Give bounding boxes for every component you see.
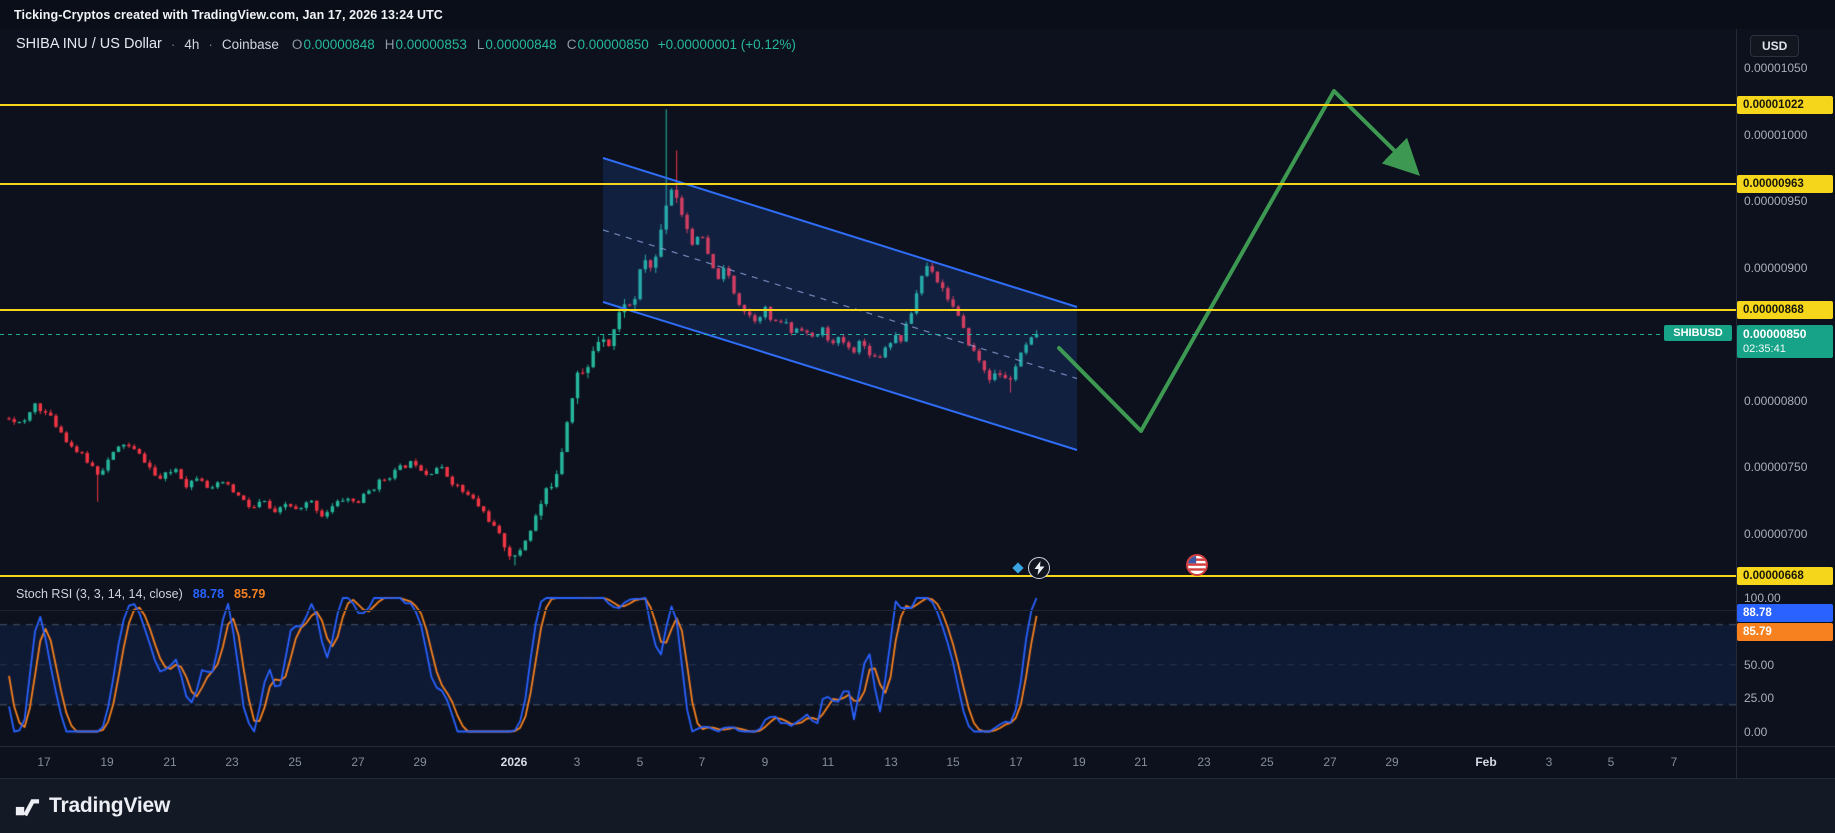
legend-separator: · [170, 36, 176, 52]
price-scale-tick: 0.00000800 [1744, 393, 1808, 408]
level-price-badge: 0.00000963 [1737, 174, 1833, 193]
low-label: L [476, 36, 485, 52]
stoch-rsi-legend: Stoch RSI (3, 3, 14, 14, close) 88.78 85… [16, 587, 265, 601]
time-axis-label: 17 [37, 755, 51, 769]
symbol-legend: SHIBA INU / US Dollar · 4h · Coinbase O0… [16, 36, 796, 52]
exchange-label[interactable]: Coinbase [221, 36, 279, 52]
level-price-badge: 0.00000668 [1737, 567, 1833, 586]
chart-pane[interactable]: SHIBA INU / US Dollar · 4h · Coinbase O0… [0, 29, 1736, 746]
time-axis-label: 25 [1260, 755, 1274, 769]
price-scale-tick: 0.00000900 [1744, 260, 1808, 275]
legend-separator: · [208, 36, 213, 52]
time-axis-label: 29 [1385, 755, 1399, 769]
price-scale-tick: 0.00001050 [1744, 61, 1808, 75]
indicator-scale-tick: 0.00 [1744, 724, 1768, 739]
time-axis-label: 15 [946, 755, 960, 769]
open-value: 0.00000848 [303, 36, 375, 52]
indicator-scale-tick: 25.00 [1744, 691, 1775, 706]
open-label: O [291, 36, 303, 52]
indicator-title[interactable]: Stoch RSI (3, 3, 14, 14, close) [16, 587, 183, 601]
high-label: H [384, 36, 395, 52]
pane-separator[interactable] [0, 610, 1736, 611]
time-axis-label: 19 [100, 755, 114, 769]
time-axis-label: Feb [1475, 755, 1497, 769]
us-flag-glyph [1188, 556, 1206, 571]
symbol-price-tag: SHIBUSD [1664, 325, 1732, 342]
indicator-scale-tick: 100.00 [1744, 591, 1781, 605]
time-axis-label: 25 [288, 755, 302, 769]
time-axis-label: 23 [225, 755, 239, 769]
attribution-text: Ticking-Cryptos created with TradingView… [14, 7, 443, 22]
close-value: 0.00000850 [577, 36, 649, 52]
tradingview-wordmark: TradingView [49, 794, 171, 817]
time-axis-label: 5 [1607, 755, 1615, 769]
time-axis-label: 13 [884, 755, 898, 769]
price-scale-tick: 0.00000750 [1744, 460, 1808, 475]
time-axis-label: 2026 [500, 755, 528, 769]
scale-separator [1736, 29, 1737, 778]
price-scale-tick: 0.00001000 [1744, 127, 1808, 142]
stoch-k-badge: 88.78 [1737, 603, 1833, 622]
indicator-scale-tick: 50.00 [1744, 657, 1775, 672]
last-price-value: 0.00000850 [1743, 327, 1807, 342]
us-economic-event-icon[interactable] [1186, 554, 1208, 576]
time-axis-label: 3 [1545, 755, 1553, 769]
interval-label[interactable]: 4h [184, 36, 200, 52]
currency-toggle-button[interactable]: USD [1750, 35, 1800, 57]
time-axis-label: 21 [163, 755, 177, 769]
channel-mid-line[interactable] [602, 229, 1078, 380]
bottom-brand-bar: TradingView [0, 778, 1835, 833]
tradingview-logo-icon [15, 799, 40, 817]
time-axis-label: 11 [821, 755, 835, 769]
price-scale-tick: 0.00000700 [1744, 526, 1808, 541]
time-axis-label: 7 [1670, 755, 1678, 769]
stoch-d-value: 85.79 [234, 587, 266, 601]
ohlc-values: O0.00000848 H0.00000853 L0.00000848 C0.0… [292, 37, 649, 52]
channel-lower-line[interactable] [602, 301, 1078, 451]
time-axis-label: 23 [1197, 755, 1211, 769]
stoch-d-badge: 85.79 [1737, 622, 1833, 641]
time-axis-label: 5 [636, 755, 644, 769]
stoch-k-value: 88.78 [192, 587, 225, 601]
close-label: C [566, 36, 577, 52]
price-change: +0.00000001 (+0.12%) [657, 36, 796, 52]
high-value: 0.00000853 [395, 36, 467, 52]
lightning-glyph [1034, 561, 1044, 575]
chart-drawings-layer[interactable] [0, 29, 1736, 746]
time-axis-label: 3 [573, 755, 581, 769]
time-axis-label: 29 [413, 755, 427, 769]
price-chart-canvas[interactable] [0, 29, 1736, 746]
time-axis-label: 17 [1009, 755, 1023, 769]
parallel-channel-fill[interactable] [603, 158, 1077, 450]
last-price-badge: 0.00000850 02:35:41 [1737, 325, 1833, 359]
lightning-event-icon[interactable] [1028, 557, 1050, 579]
price-scale-tick: 0.00000950 [1744, 194, 1808, 209]
price-scale[interactable]: USD 0.00000850 02:35:41 88.78 85.79 0.00… [1736, 29, 1835, 746]
level-price-badge: 0.00000868 [1737, 301, 1833, 320]
time-axis-label: 27 [351, 755, 365, 769]
time-axis-label: 21 [1134, 755, 1148, 769]
time-axis-label: 19 [1072, 755, 1086, 769]
symbol-title[interactable]: SHIBA INU / US Dollar [16, 36, 162, 52]
time-axis[interactable]: 17 19 21 23 25 27 29 2026 3 5 7 9 11 13 15 17 19 21 23 25 27… [0, 746, 1835, 779]
time-axis-label: 9 [761, 755, 769, 769]
tradingview-logo[interactable]: TradingView [14, 793, 170, 819]
low-value: 0.00000848 [485, 36, 557, 52]
bar-countdown: 02:35:41 [1743, 343, 1786, 356]
time-axis-label: 7 [698, 755, 706, 769]
level-price-badge: 0.00001022 [1737, 96, 1833, 115]
attribution-bar: Ticking-Cryptos created with TradingView… [0, 0, 1835, 29]
time-axis-label: 27 [1323, 755, 1337, 769]
projection-arrow[interactable] [1057, 89, 1420, 433]
